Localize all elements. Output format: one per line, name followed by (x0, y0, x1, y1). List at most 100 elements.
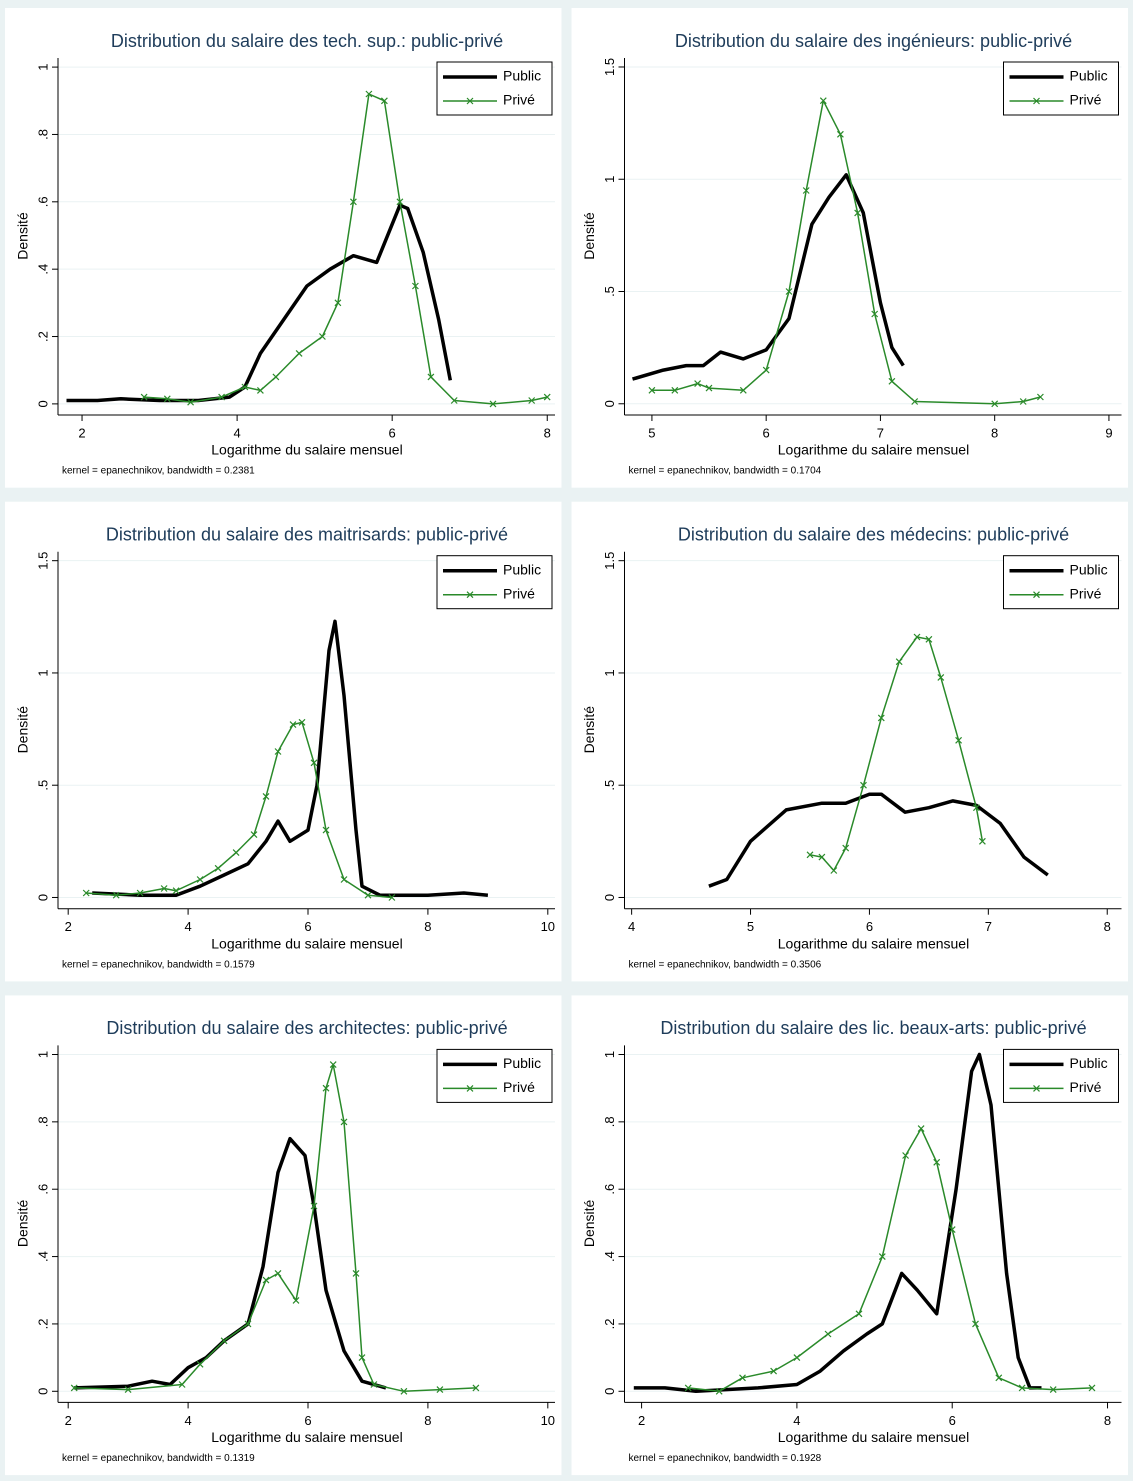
y-tick-label: .4 (602, 1251, 617, 1262)
x-tick-label: 2 (65, 919, 72, 934)
y-axis-label: Densité (581, 706, 597, 754)
x-tick-label: 2 (65, 1413, 72, 1428)
legend-label: Public (503, 68, 541, 84)
y-tick-label: 1.5 (602, 58, 617, 76)
x-tick-label: 4 (184, 1413, 191, 1428)
x-tick-label: 4 (628, 919, 635, 934)
y-tick-label: .8 (602, 1116, 617, 1127)
y-tick-label: .2 (35, 331, 50, 342)
x-tick-label: 10 (541, 919, 555, 934)
y-tick-label: 1.5 (35, 552, 50, 570)
y-tick-label: .5 (35, 780, 50, 791)
y-axis-label: Densité (581, 212, 597, 260)
chart-title: Distribution du salaire des architectes:… (106, 1018, 507, 1038)
note: kernel = epanechnikov, bandwidth = 0.170… (629, 466, 822, 477)
y-tick-label: 1 (602, 669, 617, 676)
x-tick-label: 6 (389, 425, 396, 440)
legend-marker (1033, 1084, 1040, 1092)
x-tick-label: 5 (747, 919, 754, 934)
chart-title: Distribution du salaire des maitrisards:… (106, 524, 508, 544)
y-tick-label: 0 (602, 1388, 617, 1395)
y-tick-label: 0 (35, 400, 50, 407)
chart-panel: Distribution du salaire des maitrisards:… (5, 501, 562, 982)
legend-marker (466, 591, 474, 599)
x-tick-label: 7 (985, 919, 992, 934)
density-line (70, 1061, 480, 1395)
x-axis-label: Logarithme du salaire mensuel (778, 935, 969, 951)
y-tick-label: 0 (35, 1388, 50, 1395)
x-axis-label: Logarithme du salaire mensuel (211, 1429, 402, 1445)
chart-panel: Distribution du salaire des ingénieurs: … (571, 8, 1128, 488)
legend-marker (1033, 97, 1040, 105)
note: kernel = epanechnikov, bandwidth = 0.192… (629, 1453, 822, 1464)
legend-label: Privé (503, 585, 535, 601)
x-tick-label: 2 (638, 1413, 645, 1428)
y-tick-label: 1 (35, 1051, 50, 1058)
y-tick-label: .6 (35, 196, 50, 207)
y-tick-label: 1 (35, 63, 50, 70)
x-tick-label: 8 (424, 1413, 431, 1428)
y-tick-label: .8 (35, 129, 50, 140)
y-tick-label: .8 (35, 1116, 50, 1127)
y-axis-label: Densité (15, 1199, 31, 1247)
y-tick-label: 0 (602, 400, 617, 407)
legend-label: Privé (1070, 585, 1102, 601)
x-tick-label: 6 (304, 1413, 311, 1428)
y-tick-label: 0 (602, 894, 617, 901)
y-tick-label: 1 (602, 176, 617, 183)
y-tick-label: .5 (602, 286, 617, 297)
x-axis-label: Logarithme du salaire mensuel (211, 442, 402, 458)
density-line (140, 90, 551, 408)
note: kernel = epanechnikov, bandwidth = 0.350… (629, 959, 822, 970)
chart-title: Distribution du salaire des ingénieurs: … (675, 31, 1072, 51)
y-tick-label: .5 (602, 780, 617, 791)
x-tick-label: 5 (648, 425, 655, 440)
chart-panel: Distribution du salaire des médecins: pu… (571, 501, 1128, 982)
legend-label: Public (1070, 561, 1108, 577)
x-tick-label: 7 (877, 425, 884, 440)
x-tick-label: 6 (304, 919, 311, 934)
legend-marker (466, 97, 474, 105)
note: kernel = epanechnikov, bandwidth = 0.238… (62, 466, 255, 477)
y-tick-label: .2 (35, 1319, 50, 1330)
legend-label: Public (503, 561, 541, 577)
x-tick-label: 6 (866, 919, 873, 934)
chart-panel: Distribution du salaire des architectes:… (5, 995, 562, 1476)
x-tick-label: 8 (424, 919, 431, 934)
x-tick-label: 2 (78, 425, 85, 440)
chart-panel: Distribution du salaire des tech. sup.: … (5, 8, 562, 488)
x-axis-label: Logarithme du salaire mensuel (211, 935, 402, 951)
y-tick-label: 1.5 (602, 552, 617, 570)
y-tick-label: 1 (35, 669, 50, 676)
y-tick-label: 1 (602, 1051, 617, 1058)
y-axis-label: Densité (15, 706, 31, 754)
y-axis-label: Densité (15, 212, 31, 260)
legend-box (436, 1048, 553, 1103)
chart-title: Distribution du salaire des tech. sup.: … (111, 31, 503, 51)
legend-box (1003, 1048, 1119, 1103)
y-tick-label: 0 (35, 894, 50, 901)
legend-label: Privé (503, 92, 535, 108)
y-tick-label: .4 (35, 264, 50, 275)
chart-title: Distribution du salaire des lic. beaux-a… (660, 1018, 1086, 1038)
note: kernel = epanechnikov, bandwidth = 0.157… (62, 959, 255, 970)
x-axis-label: Logarithme du salaire mensuel (778, 442, 969, 458)
x-tick-label: 6 (949, 1413, 956, 1428)
y-tick-label: .4 (35, 1251, 50, 1262)
y-tick-label: .6 (35, 1184, 50, 1195)
x-tick-label: 6 (763, 425, 770, 440)
chart-panel: Distribution du salaire des lic. beaux-a… (571, 995, 1128, 1476)
chart-title: Distribution du salaire des médecins: pu… (678, 524, 1069, 544)
legend-box (436, 555, 553, 610)
x-tick-label: 4 (184, 919, 191, 934)
x-tick-label: 8 (544, 425, 551, 440)
y-tick-label: .2 (602, 1319, 617, 1330)
y-axis-label: Densité (581, 1199, 597, 1247)
legend-label: Public (1070, 1055, 1108, 1071)
legend-marker (1033, 591, 1040, 599)
legend-label: Privé (1070, 1079, 1102, 1095)
x-tick-label: 10 (541, 1413, 555, 1428)
x-tick-label: 4 (793, 1413, 800, 1428)
